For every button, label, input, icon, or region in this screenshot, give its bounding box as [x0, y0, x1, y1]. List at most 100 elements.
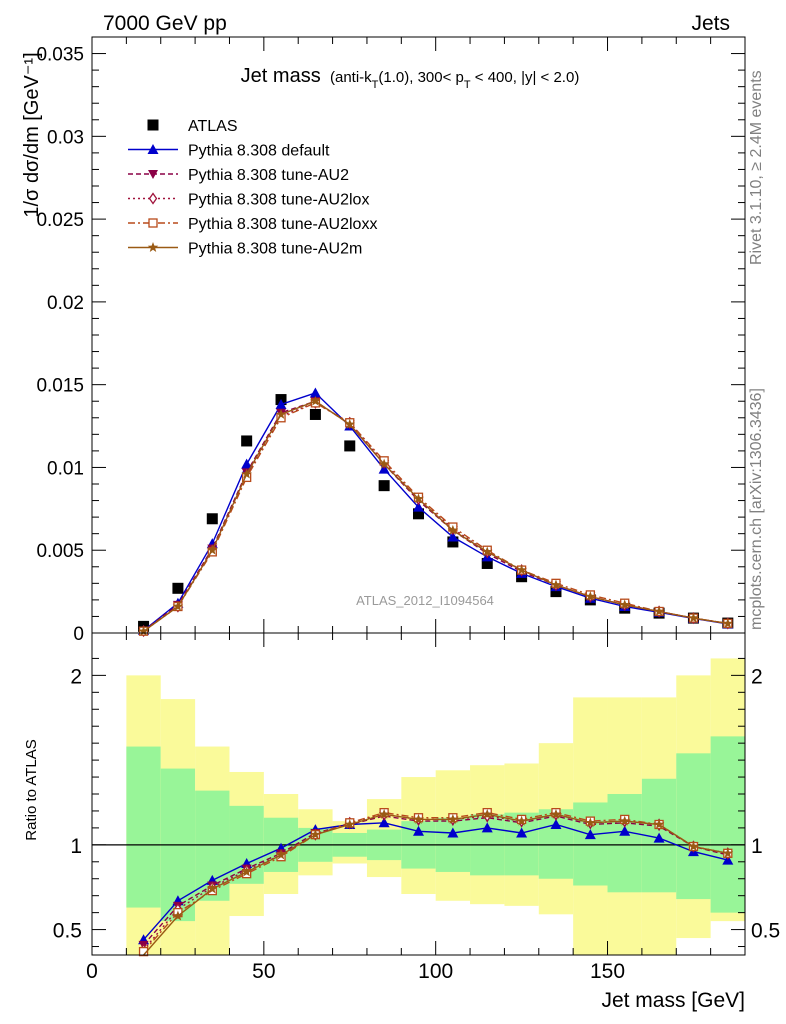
- ratio-point: [722, 847, 734, 858]
- ratio-point: [585, 817, 596, 828]
- header-collision: 7000 GeV pp: [103, 12, 227, 35]
- data-point: [206, 513, 218, 525]
- top-panel-series: [138, 387, 734, 638]
- legend-label: Pythia 8.308 tune-AU2m: [188, 241, 362, 258]
- ratio-point: [481, 822, 493, 833]
- data-point: [653, 605, 665, 616]
- legend-label: ATLAS: [188, 118, 238, 135]
- ratio-point: [138, 946, 149, 957]
- data-point: [516, 564, 527, 575]
- ratio-y-tick-label-right: 1: [751, 835, 763, 858]
- ratio-panel-axes: 0.5 0.5 1 1 2 2 0 50 100 150: [53, 632, 780, 983]
- data-point: [275, 408, 287, 419]
- ratio-line: [143, 815, 728, 946]
- ratio-point: [584, 829, 596, 840]
- ratio-point: [378, 817, 390, 828]
- inner-band-bin: [573, 802, 608, 886]
- ratio-point: [688, 841, 699, 851]
- data-point: [309, 387, 321, 398]
- analysis-watermark: ATLAS_2012_I1094564: [356, 593, 494, 608]
- legend-marker: [147, 144, 159, 154]
- ratio-point: [550, 819, 562, 830]
- data-point: [241, 458, 253, 469]
- y-tick-label: 0.005: [36, 541, 84, 562]
- ratio-point: [619, 825, 631, 836]
- ratio-y-axis-label: Ratio to ATLAS: [23, 739, 40, 840]
- ratio-point: [207, 883, 218, 894]
- ratio-line: [143, 822, 728, 941]
- ratio-line: [143, 813, 728, 956]
- ratio-point: [653, 819, 665, 829]
- data-point: [585, 591, 596, 602]
- legend-label: Pythia 8.308 default: [188, 143, 330, 160]
- data-point: [722, 618, 734, 629]
- ratio-point: [413, 825, 424, 836]
- data-point: [413, 501, 424, 512]
- y-tick-label: 0.035: [36, 45, 84, 66]
- ratio-point: [378, 808, 390, 819]
- ratio-point: [241, 866, 252, 877]
- ratio-series: [138, 807, 734, 957]
- ratio-y-tick-label-right: 0.5: [751, 920, 780, 943]
- legend-marker: [147, 242, 159, 252]
- ratio-point: [447, 813, 459, 824]
- legend-marker: [148, 170, 158, 179]
- mcplots-label: mcplots.cern.ch [arXiv:1306.3436]: [748, 388, 765, 630]
- legend-marker: [148, 192, 158, 205]
- ratio-point: [653, 832, 665, 843]
- data-point: [241, 468, 252, 479]
- legend-label: Pythia 8.308 tune-AU2loxx: [188, 216, 377, 233]
- x-tick-label: 150: [590, 960, 625, 983]
- ratio-point: [516, 815, 527, 826]
- ratio-y-tick-label-right: 2: [751, 665, 763, 688]
- series-line: [143, 392, 728, 632]
- ratio-y-tick-label: 1: [70, 835, 82, 858]
- data-point: [619, 599, 630, 610]
- ratio-point: [482, 808, 493, 819]
- ratio-point: [619, 815, 630, 826]
- ratio-point: [413, 813, 424, 824]
- ratio-y-tick-label: 2: [70, 665, 82, 688]
- data-point: [550, 586, 562, 598]
- data-point: [413, 493, 424, 504]
- ratio-point: [310, 829, 321, 840]
- data-point: [309, 408, 321, 420]
- data-point: [275, 399, 287, 410]
- data-point: [207, 544, 218, 555]
- data-point: [241, 435, 253, 447]
- data-point: [172, 582, 184, 594]
- ratio-point: [550, 808, 562, 819]
- y-tick-label: 0.01: [47, 458, 84, 479]
- ratio-pythia-8-308-tune-au2m: [143, 808, 734, 956]
- series-pythia-8-308-tune-au2m: [138, 395, 734, 636]
- chart-title: Jet mass (anti-kT(1.0), 300< pT < 400, |…: [241, 65, 580, 91]
- ratio-line: [143, 811, 728, 953]
- y-tick-label: 0.03: [47, 127, 84, 148]
- ratio-y-tick-label: 0.5: [53, 920, 82, 943]
- rivet-version-label: Rivet 3.1.10, ≥ 2.4M events: [748, 70, 765, 265]
- ratio-point: [516, 827, 528, 838]
- ratio-point: [275, 849, 287, 860]
- legend-label: Pythia 8.308 tune-AU2: [188, 167, 349, 184]
- data-point: [310, 395, 321, 406]
- data-point: [482, 546, 493, 557]
- ratio-point: [172, 910, 184, 921]
- x-tick-label: 100: [418, 960, 453, 983]
- legend-marker: [148, 218, 158, 228]
- x-tick-label: 50: [252, 960, 275, 983]
- data-point: [447, 531, 459, 542]
- ratio-point: [344, 819, 355, 829]
- inner-band-bin: [607, 794, 642, 893]
- legend-label: Pythia 8.308 tune-AU2lox: [188, 192, 369, 209]
- data-point: [344, 440, 356, 452]
- top-y-axis-label: 1/σ dσ/dm [GeV⁻¹]: [21, 52, 43, 217]
- data-point: [413, 508, 424, 520]
- x-tick-label: 0: [86, 960, 98, 983]
- data-point: [138, 625, 149, 636]
- ratio-uncertainty-bands: [92, 658, 745, 955]
- legend-marker: [147, 119, 159, 131]
- y-tick-label: 0.015: [36, 376, 84, 397]
- series-line: [143, 400, 728, 632]
